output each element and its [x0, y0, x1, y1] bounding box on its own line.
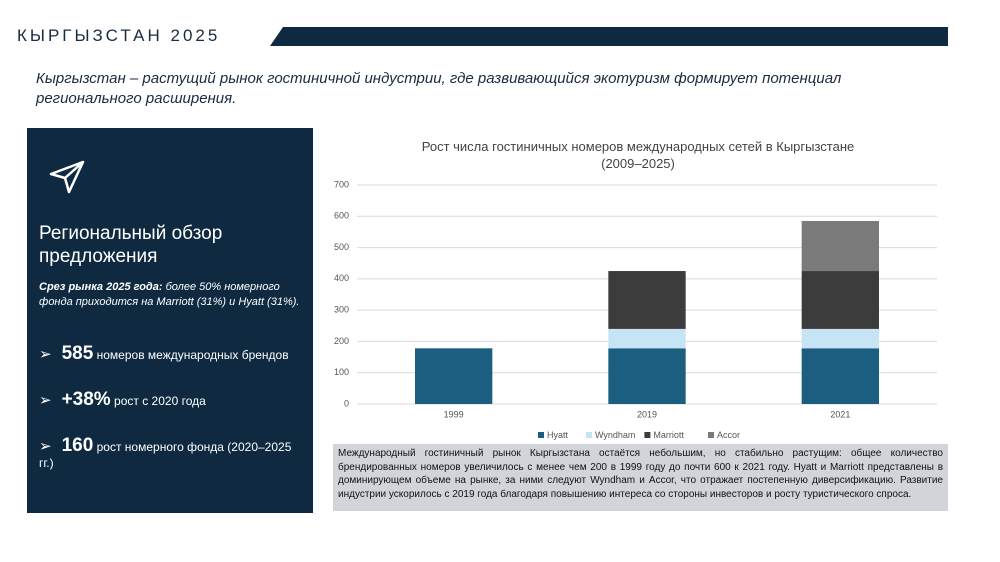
y-tick-label: 300 — [334, 305, 349, 315]
overview-panel: Региональный обзор предложения Срез рынк… — [27, 128, 313, 513]
bar-segment — [801, 328, 879, 349]
y-tick-label: 100 — [334, 367, 349, 377]
stat-text: рост номерного фонда (2020–2025 гг.) — [39, 440, 292, 470]
legend-label: Hyatt — [547, 430, 569, 440]
bar-segment — [608, 348, 686, 404]
legend-swatch — [538, 432, 544, 438]
note-bold: Срез рынка 2025 года: — [39, 281, 163, 293]
stat-text: номеров международных брендов — [96, 348, 289, 362]
bar-segment — [801, 348, 879, 404]
legend-label: Wyndham — [595, 430, 635, 440]
y-tick-label: 500 — [334, 242, 349, 252]
x-tick-label: 2021 — [830, 409, 850, 419]
y-tick-label: 400 — [334, 273, 349, 283]
stat: ➢ 160 рост номерного фонда (2020–2025 гг.… — [39, 435, 292, 470]
bar-segment — [801, 220, 879, 272]
y-tick-label: 200 — [334, 336, 349, 346]
chart: 0 100 200 300 400 500 600 700 1999 2019 2021 Hyatt W… — [334, 179, 937, 440]
legend-swatch — [708, 432, 714, 438]
chart-title: Рост числа гостиничных номеров междунаро… — [421, 139, 855, 171]
header-bar — [270, 27, 948, 46]
stat-value: 160 — [61, 435, 94, 456]
x-tick-label: 2019 — [637, 409, 657, 419]
note-text: более 50% номерного фонда приходится на … — [39, 281, 300, 308]
legend-swatch — [644, 432, 651, 438]
description: Международный гостиничный рынок Кыргызст… — [333, 444, 948, 511]
stat-value: +38% — [61, 389, 111, 410]
stat: ➢ 585 номеров международных брендов — [39, 343, 289, 364]
page-title: КЫРГЫЗСТАН 2025 — [17, 26, 221, 45]
bar-segment — [608, 271, 686, 329]
y-tick-label: 0 — [344, 398, 349, 408]
x-tick-label: 1999 — [444, 409, 464, 419]
legend-swatch — [586, 432, 592, 438]
legend-label: Marriott — [653, 430, 684, 440]
panel-heading: Региональный обзор предложения — [39, 223, 223, 267]
bar-segment — [415, 348, 493, 404]
legend-label: Accor — [717, 430, 740, 440]
bar-segment — [608, 328, 686, 349]
stat-text: рост с 2020 года — [114, 394, 206, 408]
panel-note: Срез рынка 2025 года: более 50% номерног… — [39, 280, 301, 310]
stat-value: 585 — [61, 343, 94, 364]
y-tick-label: 700 — [334, 179, 349, 189]
bar-segment — [801, 271, 879, 329]
subtitle: Кыргызстан – растущий рынок гостиничной … — [36, 70, 842, 107]
y-tick-label: 600 — [334, 211, 349, 221]
header-band — [270, 27, 948, 46]
stat: ➢ +38% рост с 2020 года — [39, 389, 206, 410]
send-icon — [49, 160, 85, 194]
